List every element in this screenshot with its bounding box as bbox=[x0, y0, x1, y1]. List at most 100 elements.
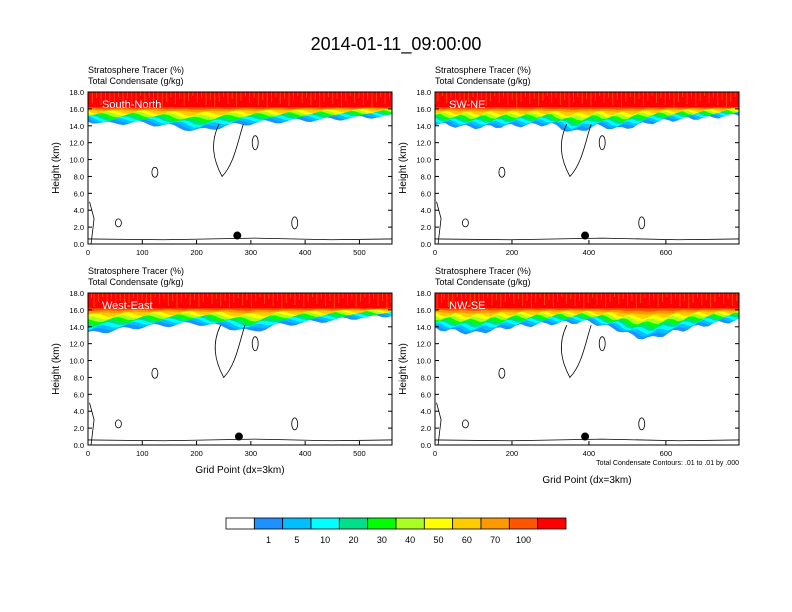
condensate-contour bbox=[291, 216, 299, 230]
colorbar-label: 30 bbox=[377, 535, 387, 545]
y-axis-label: Height (km) bbox=[398, 343, 409, 395]
tracer-field bbox=[435, 92, 739, 132]
x-axis-label: Grid Point (dx=3km) bbox=[195, 465, 284, 476]
colorbar-label: 10 bbox=[320, 535, 330, 545]
condensate-contour bbox=[115, 218, 122, 228]
y-tick-label: 4.0 bbox=[74, 206, 84, 215]
y-axis-label: Height (km) bbox=[51, 343, 62, 395]
y-tick-label: 10.0 bbox=[69, 156, 84, 165]
colorbar-swatch bbox=[338, 517, 369, 530]
y-tick-label: 2.0 bbox=[421, 223, 431, 232]
y-tick-label: 10.0 bbox=[416, 156, 431, 165]
colorbar-swatch bbox=[452, 517, 482, 530]
x-tick-label: 0 bbox=[86, 449, 90, 458]
colorbar-swatch bbox=[253, 517, 284, 530]
y-tick-label: 8.0 bbox=[421, 172, 431, 181]
condensate-contour bbox=[251, 135, 259, 151]
y-tick-label: 18.0 bbox=[416, 289, 431, 298]
y-tick-label: 6.0 bbox=[74, 189, 84, 198]
contour-label: Total Condensate (g/kg) bbox=[88, 76, 184, 86]
condensate-contour bbox=[115, 419, 122, 429]
condensate-contour bbox=[251, 336, 259, 352]
colorbar-label: 1 bbox=[266, 535, 271, 545]
y-tick-label: 14.0 bbox=[69, 323, 84, 332]
colorbar-swatch bbox=[310, 517, 340, 530]
colorbar-label: 50 bbox=[433, 535, 443, 545]
y-tick-label: 8.0 bbox=[421, 373, 431, 382]
colorbar-swatch bbox=[480, 517, 510, 530]
colorbar-swatch bbox=[395, 517, 425, 530]
condensate-contour bbox=[151, 367, 159, 379]
y-tick-label: 12.0 bbox=[416, 340, 431, 349]
y-tick-label: 10.0 bbox=[69, 357, 84, 366]
y-tick-label: 12.0 bbox=[69, 340, 84, 349]
y-tick-label: 2.0 bbox=[74, 424, 84, 433]
contour-label: Total Condensate (g/kg) bbox=[88, 277, 184, 287]
x-tick-label: 200 bbox=[190, 248, 203, 257]
contour-label: Total Condensate (g/kg) bbox=[435, 76, 531, 86]
condensate-contours bbox=[88, 324, 392, 445]
condensate-contour bbox=[88, 237, 392, 241]
condensate-contour bbox=[151, 166, 159, 178]
colorbar-swatch bbox=[537, 517, 567, 530]
condensate-contour bbox=[498, 166, 506, 178]
x-tick-label: 400 bbox=[583, 449, 596, 458]
colorbar-label: 20 bbox=[348, 535, 358, 545]
y-tick-label: 16.0 bbox=[416, 105, 431, 114]
x-tick-label: 300 bbox=[245, 449, 258, 458]
y-tick-label: 16.0 bbox=[69, 306, 84, 315]
y-tick-label: 6.0 bbox=[421, 189, 431, 198]
y-tick-label: 12.0 bbox=[416, 139, 431, 148]
y-tick-label: 0.0 bbox=[74, 240, 84, 249]
tracer-band-top bbox=[435, 92, 739, 108]
y-tick-label: 14.0 bbox=[416, 122, 431, 131]
x-tick-label: 100 bbox=[136, 248, 149, 257]
y-tick-label: 14.0 bbox=[69, 122, 84, 131]
x-tick-label: 600 bbox=[660, 248, 673, 257]
y-tick-label: 4.0 bbox=[74, 407, 84, 416]
tracer-field bbox=[88, 92, 392, 132]
tracer-field bbox=[435, 293, 739, 340]
x-tick-label: 400 bbox=[299, 449, 312, 458]
colorbar-label: 40 bbox=[405, 535, 415, 545]
panel-west-east: West-East Stratosphere Tracer (%)Total Co… bbox=[51, 266, 393, 476]
x-tick-label: 200 bbox=[506, 449, 519, 458]
tracer-band-top bbox=[88, 92, 392, 108]
x-tick-label: 200 bbox=[506, 248, 519, 257]
contour-label: Total Condensate (g/kg) bbox=[435, 277, 531, 287]
panel-south-north: South-North Stratosphere Tracer (%)Total … bbox=[51, 65, 393, 257]
condensate-contour bbox=[560, 123, 592, 178]
y-tick-label: 14.0 bbox=[416, 323, 431, 332]
y-tick-label: 2.0 bbox=[421, 424, 431, 433]
condensate-contour bbox=[291, 417, 299, 431]
main-title: 2014-01-11_09:00:00 bbox=[311, 34, 482, 55]
x-tick-label: 500 bbox=[353, 248, 366, 257]
condensate-contour bbox=[436, 402, 442, 445]
panel-label: South-North bbox=[102, 99, 161, 111]
y-tick-label: 4.0 bbox=[421, 206, 431, 215]
x-tick-label: 500 bbox=[353, 449, 366, 458]
y-tick-label: 0.0 bbox=[421, 240, 431, 249]
condensate-contours bbox=[88, 123, 392, 244]
y-tick-label: 18.0 bbox=[69, 88, 84, 97]
panel-label: West-East bbox=[102, 300, 153, 312]
colorbar-label: 60 bbox=[462, 535, 472, 545]
location-marker bbox=[581, 231, 590, 240]
x-tick-label: 0 bbox=[433, 449, 437, 458]
condensate-contour bbox=[435, 438, 739, 442]
colorbar-swatch bbox=[282, 517, 312, 530]
contour-note: Total Condensate Contours: .01 to .01 by… bbox=[596, 460, 739, 467]
condensate-contour bbox=[435, 237, 739, 241]
y-tick-label: 0.0 bbox=[74, 441, 84, 450]
condensate-contour bbox=[638, 417, 646, 431]
condensate-contour bbox=[89, 402, 95, 445]
plot-frame bbox=[87, 91, 393, 245]
y-axis-label: Height (km) bbox=[398, 142, 409, 194]
colorbar-swatch bbox=[423, 517, 454, 530]
condensate-contour bbox=[598, 135, 606, 151]
y-tick-label: 18.0 bbox=[416, 88, 431, 97]
x-tick-label: 100 bbox=[136, 449, 149, 458]
field-label: Stratosphere Tracer (%) bbox=[88, 266, 184, 276]
tracer-field bbox=[88, 293, 392, 334]
